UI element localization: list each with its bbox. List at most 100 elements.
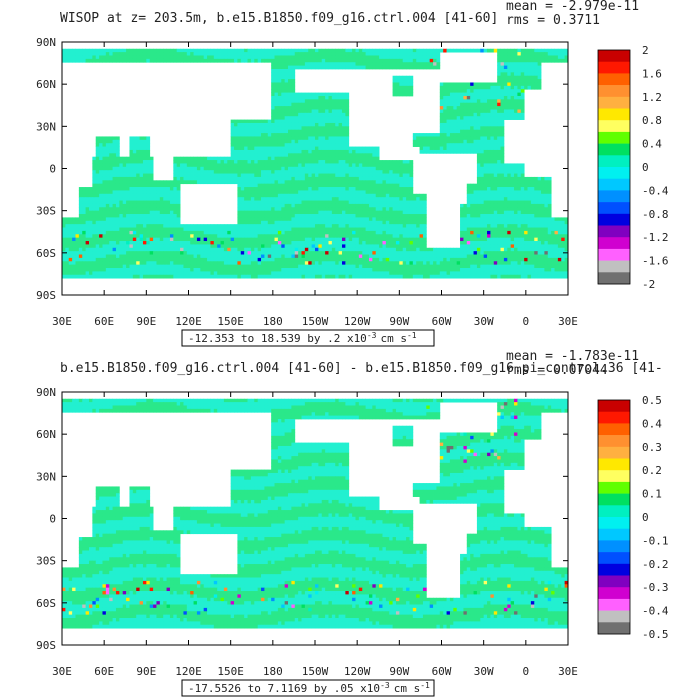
colorbar-swatch — [598, 213, 630, 226]
x-tick-label: 60E — [94, 665, 114, 678]
colorbar: 2 1.6 1.2 0.8 0.4 0 -0.4 -0.8 -1.2 -1.6 -2 — [597, 44, 669, 291]
x-tick-label: 150W — [302, 665, 329, 678]
colorbar-swatch — [598, 108, 630, 121]
x-tick-label: 60W — [432, 315, 452, 328]
colorbar-swatch — [598, 435, 630, 448]
rms-stat: rms = 0.3711 — [506, 13, 600, 28]
top-panel: 90N 60N 30N 0 30S 60S 90S 30E 60E 90E 120E 150E 180 1… — [36, 0, 669, 347]
colorbar-swatch — [598, 481, 630, 494]
x-tick-label: 150E — [217, 665, 244, 678]
colorbar-swatch — [598, 120, 630, 133]
colorbar-swatch — [598, 552, 630, 565]
colorbar-swatch — [598, 131, 630, 144]
x-tick-label: 0 — [523, 315, 530, 328]
colorbar-swatch — [598, 505, 630, 518]
colorbar-swatch — [598, 610, 630, 623]
x-tick-label: 150W — [302, 315, 329, 328]
y-tick-label: 0 — [49, 163, 56, 176]
colorbar-label: 0.5 — [642, 394, 662, 407]
map-field — [62, 48, 569, 279]
colorbar-label: -2 — [642, 278, 655, 291]
range-label: -17.5526 to 7.1169 by .05 x10-3 cm s-1 — [188, 681, 430, 696]
y-tick-label: 60N — [36, 428, 56, 441]
x-tick-label: 120W — [344, 665, 371, 678]
y-tick-label: 30S — [36, 205, 56, 218]
colorbar-swatch — [598, 458, 630, 471]
colorbar-label: 1.2 — [642, 91, 662, 104]
y-tick-label: 90S — [36, 289, 56, 302]
x-tick-label: 60W — [432, 665, 452, 678]
colorbar-label: 0 — [642, 511, 649, 524]
x-tick-label: 120E — [175, 315, 202, 328]
colorbar-swatch — [598, 622, 630, 635]
colorbar-swatch — [598, 202, 630, 215]
mean-stat: mean = -1.783e-11 — [506, 349, 639, 364]
colorbar-swatch — [598, 540, 630, 553]
y-tick-label: 60N — [36, 78, 56, 91]
colorbar-swatch — [598, 85, 630, 98]
colorbar-swatch — [598, 587, 630, 600]
x-tick-label: 180 — [263, 315, 283, 328]
colorbar-label: -0.8 — [642, 208, 669, 221]
x-tick-label: 30E — [558, 315, 578, 328]
colorbar-swatch — [598, 73, 630, 86]
colorbar-swatch — [598, 575, 630, 588]
colorbar-swatch — [598, 237, 630, 250]
colorbar-swatch — [598, 143, 630, 156]
x-tick-label: 180 — [263, 665, 283, 678]
colorbar-label: 0.1 — [642, 488, 662, 501]
colorbar-swatch — [598, 225, 630, 238]
x-tick-label: 30W — [474, 665, 494, 678]
x-tick-label: 30E — [52, 315, 72, 328]
x-tick-label: 90E — [136, 665, 156, 678]
colorbar-swatch — [598, 470, 630, 483]
y-tick-label: 90S — [36, 639, 56, 652]
colorbar-label: 0.2 — [642, 464, 662, 477]
plot-title: WISOP at z= 203.5m, b.e15.B1850.f09_g16.… — [60, 11, 498, 26]
colorbar-swatch — [598, 446, 630, 459]
y-tick-label: 30S — [36, 555, 56, 568]
y-tick-label: 90N — [36, 386, 56, 399]
colorbar-label: -0.1 — [642, 534, 669, 547]
colorbar-label: 0 — [642, 161, 649, 174]
range-label-box: -17.5526 to 7.1169 by .05 x10-3 cm s-1 — [181, 679, 435, 697]
colorbar-swatch — [598, 493, 630, 506]
colorbar-swatch — [598, 248, 630, 261]
colorbar-swatch — [598, 178, 630, 191]
colorbar-label: -0.2 — [642, 558, 669, 571]
colorbar-label: 2 — [642, 44, 649, 57]
colorbar-label: -0.4 — [642, 184, 669, 197]
colorbar-swatch — [598, 517, 630, 529]
x-tick-label: 150E — [217, 315, 244, 328]
colorbar-swatch — [598, 260, 630, 273]
x-tick-label: 30W — [474, 315, 494, 328]
colorbar-swatch — [598, 563, 630, 576]
colorbar-swatch — [598, 155, 630, 168]
colorbar-label: -0.5 — [642, 628, 669, 641]
range-label-box: -12.353 to 18.539 by .2 x10-3 cm s-1 — [181, 329, 435, 347]
colorbar-label: 0.8 — [642, 114, 662, 127]
x-tick-label: 90E — [136, 315, 156, 328]
y-tick-label: 90N — [36, 36, 56, 49]
colorbar-label: -1.2 — [642, 231, 669, 244]
colorbar-swatch — [598, 528, 630, 541]
x-tick-label: 90W — [389, 315, 409, 328]
x-tick-label: 120E — [175, 665, 202, 678]
x-tick-label: 90W — [389, 665, 409, 678]
y-tick-label: 30N — [36, 120, 56, 133]
plot-title: b.e15.B1850.f09_g16.ctrl.004 [41-60] - b… — [60, 361, 663, 376]
colorbar-swatch — [598, 50, 630, 62]
range-label: -12.353 to 18.539 by .2 x10-3 cm s-1 — [188, 331, 417, 346]
rms-stat: rms = 0.07044 — [506, 363, 608, 378]
colorbar-label: -1.6 — [642, 255, 669, 268]
y-tick-label: 0 — [49, 513, 56, 526]
colorbar-swatch — [598, 167, 630, 179]
colorbar-swatch — [598, 598, 630, 611]
x-tick-label: 30E — [558, 665, 578, 678]
colorbar-swatch — [598, 411, 630, 424]
colorbar-swatch — [598, 400, 630, 412]
colorbar-label: 1.6 — [642, 67, 662, 80]
colorbar-label: 0.3 — [642, 441, 662, 454]
colorbar-label: -0.3 — [642, 581, 669, 594]
